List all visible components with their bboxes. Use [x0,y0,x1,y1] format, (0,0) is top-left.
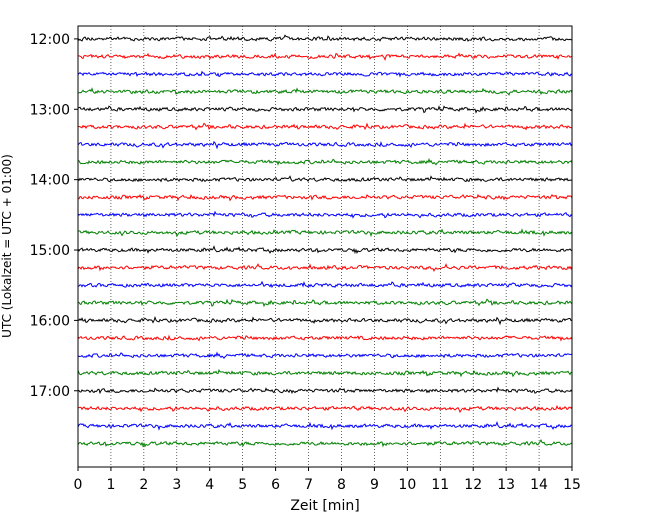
x-tick-label: 0 [74,477,83,493]
x-tick-label: 11 [431,477,449,493]
y-tick-label: 15:00 [30,243,70,259]
x-tick-label: 8 [337,477,346,493]
x-tick-label: 5 [238,477,247,493]
x-tick-label: 9 [370,477,379,493]
x-tick-label: 3 [172,477,181,493]
seismic-traces [77,34,573,448]
y-axis-ticks: 12:00 13:00 14:00 15:00 16:00 17:00 [30,32,78,400]
x-tick-label: 13 [497,477,515,493]
trace-1545 [77,298,573,308]
trace-1500 [77,245,573,255]
trace-1300 [77,105,573,114]
x-tick-label: 4 [205,477,214,493]
trace-1230 [77,70,573,78]
trace-1345 [77,157,573,166]
x-tick-label: 1 [106,477,115,493]
trace-1215 [77,52,573,61]
x-tick-label: 7 [304,477,313,493]
trace-1715 [77,404,573,414]
y-tick-label: 17:00 [30,384,70,400]
trace-1400 [77,175,573,183]
trace-1200 [77,34,573,42]
x-tick-label: 15 [563,477,581,493]
trace-1315 [77,122,573,131]
trace-1630 [77,351,573,360]
x-tick-label: 12 [464,477,482,493]
y-axis-label: UTC (Lokalzeit = UTC + 01:00) [0,154,14,338]
trace-1745 [77,439,573,448]
trace-1430 [77,210,573,219]
trace-1645 [77,368,573,378]
plot-frame [77,25,573,468]
y-tick-label: 12:00 [30,32,70,48]
x-axis-label: Zeit [min] [290,498,359,514]
trace-1515 [77,263,573,272]
x-tick-label: 6 [271,477,280,493]
y-tick-label: 13:00 [30,102,70,118]
y-tick-label: 14:00 [30,173,70,189]
x-tick-label: 10 [398,477,416,493]
trace-1730 [77,421,573,431]
x-axis-ticks: 0 1 2 3 4 5 6 7 8 9 10 11 12 13 14 15 [74,467,581,493]
trace-1445 [77,228,573,238]
y-tick-label: 16:00 [30,313,70,329]
x-tick-label: 2 [139,477,148,493]
x-tick-label: 14 [530,477,548,493]
trace-1600 [77,315,573,326]
trace-1615 [77,334,573,342]
trace-1700 [77,386,573,395]
trace-1530 [77,280,573,289]
trace-1330 [77,140,573,150]
trace-1415 [77,193,573,202]
trace-1245 [77,87,573,96]
